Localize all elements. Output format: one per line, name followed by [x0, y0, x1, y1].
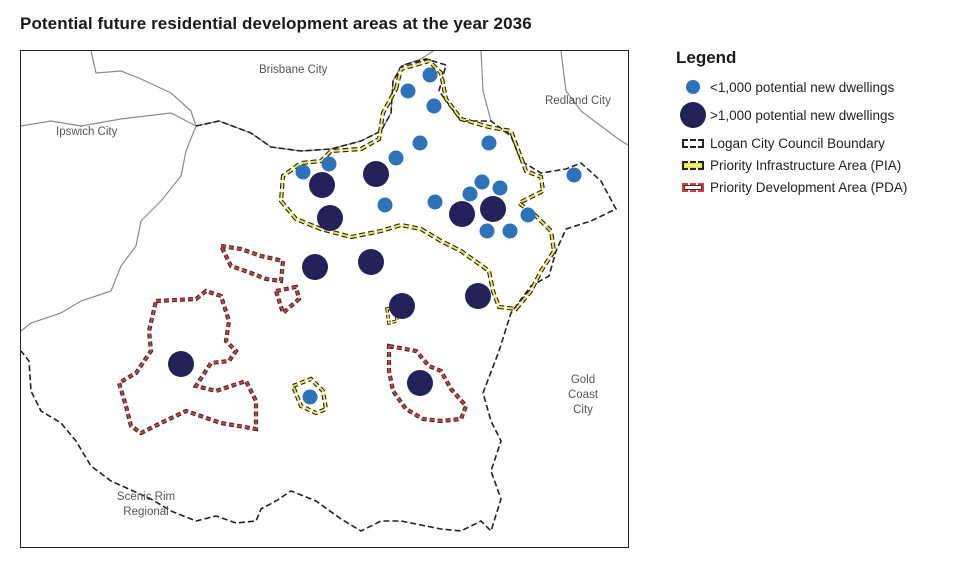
large-dot[interactable]	[449, 201, 475, 227]
small-dot[interactable]	[412, 135, 428, 151]
logan-boundary	[21, 58, 618, 533]
large-dot[interactable]	[480, 196, 506, 222]
large-dot[interactable]	[465, 283, 491, 309]
legend-label: >1,000 potential new dwellings	[710, 107, 895, 123]
label-ipswich-city: Ipswich City	[56, 126, 118, 138]
small-dot[interactable]	[479, 223, 495, 239]
legend-item-large-dot: >1,000 potential new dwellings	[676, 98, 976, 132]
legend: Legend <1,000 potential new dwellings >1…	[676, 48, 976, 198]
large-dot[interactable]	[309, 172, 335, 198]
large-dot-icon	[680, 102, 706, 128]
small-dot[interactable]	[502, 223, 518, 239]
legend-item-pda: Priority Development Area (PDA)	[676, 176, 976, 198]
small-dot[interactable]	[388, 150, 404, 166]
small-dot[interactable]	[321, 156, 337, 172]
label-redland-city: Redland City	[545, 95, 611, 107]
large-dot[interactable]	[358, 249, 384, 275]
yellow-dashed-line-icon	[682, 160, 704, 170]
large-dot[interactable]	[363, 161, 389, 187]
small-dot[interactable]	[520, 207, 536, 223]
legend-item-logan-boundary: Logan City Council Boundary	[676, 132, 976, 154]
small-dot[interactable]	[566, 167, 582, 183]
label-scenic-rim-line1: Scenic Rim	[117, 491, 175, 503]
large-dots	[168, 161, 506, 396]
legend-item-pia: Priority Infrastructure Area (PIA)	[676, 154, 976, 176]
small-dot[interactable]	[426, 98, 442, 114]
pda-areas	[116, 243, 469, 436]
large-dot[interactable]	[168, 351, 194, 377]
map-canvas[interactable]: Brisbane City Redland City Ipswich City …	[20, 50, 629, 548]
small-dot[interactable]	[474, 174, 490, 190]
small-dot[interactable]	[422, 67, 438, 83]
large-dot[interactable]	[302, 254, 328, 280]
label-gold-coast-line3: City	[573, 404, 593, 416]
small-dot[interactable]	[492, 180, 508, 196]
legend-label: Logan City Council Boundary	[710, 135, 885, 151]
legend-item-small-dot: <1,000 potential new dwellings	[676, 76, 976, 98]
legend-label: Priority Development Area (PDA)	[710, 179, 908, 195]
small-dot[interactable]	[400, 83, 416, 99]
legend-title: Legend	[676, 48, 737, 67]
small-dot[interactable]	[302, 389, 318, 405]
small-dot[interactable]	[462, 186, 478, 202]
label-brisbane-city: Brisbane City	[259, 64, 328, 76]
legend-label: Priority Infrastructure Area (PIA)	[710, 157, 902, 173]
small-dot[interactable]	[295, 164, 311, 180]
map-title: Potential future residential development…	[20, 14, 532, 33]
large-dot[interactable]	[317, 205, 343, 231]
large-dot[interactable]	[389, 293, 415, 319]
small-dot-icon	[686, 80, 700, 94]
black-dashed-line-icon	[682, 138, 704, 148]
small-dot[interactable]	[377, 197, 393, 213]
small-dot[interactable]	[427, 194, 443, 210]
red-dashed-line-icon	[682, 182, 704, 192]
label-gold-coast-line1: Gold	[571, 374, 595, 386]
legend-label: <1,000 potential new dwellings	[710, 79, 895, 95]
label-scenic-rim-line2: Regional	[123, 506, 168, 518]
small-dots	[295, 67, 582, 405]
label-gold-coast-line2: Coast	[568, 389, 599, 401]
large-dot[interactable]	[407, 370, 433, 396]
small-dot[interactable]	[481, 135, 497, 151]
map-svg: Brisbane City Redland City Ipswich City …	[21, 51, 628, 533]
